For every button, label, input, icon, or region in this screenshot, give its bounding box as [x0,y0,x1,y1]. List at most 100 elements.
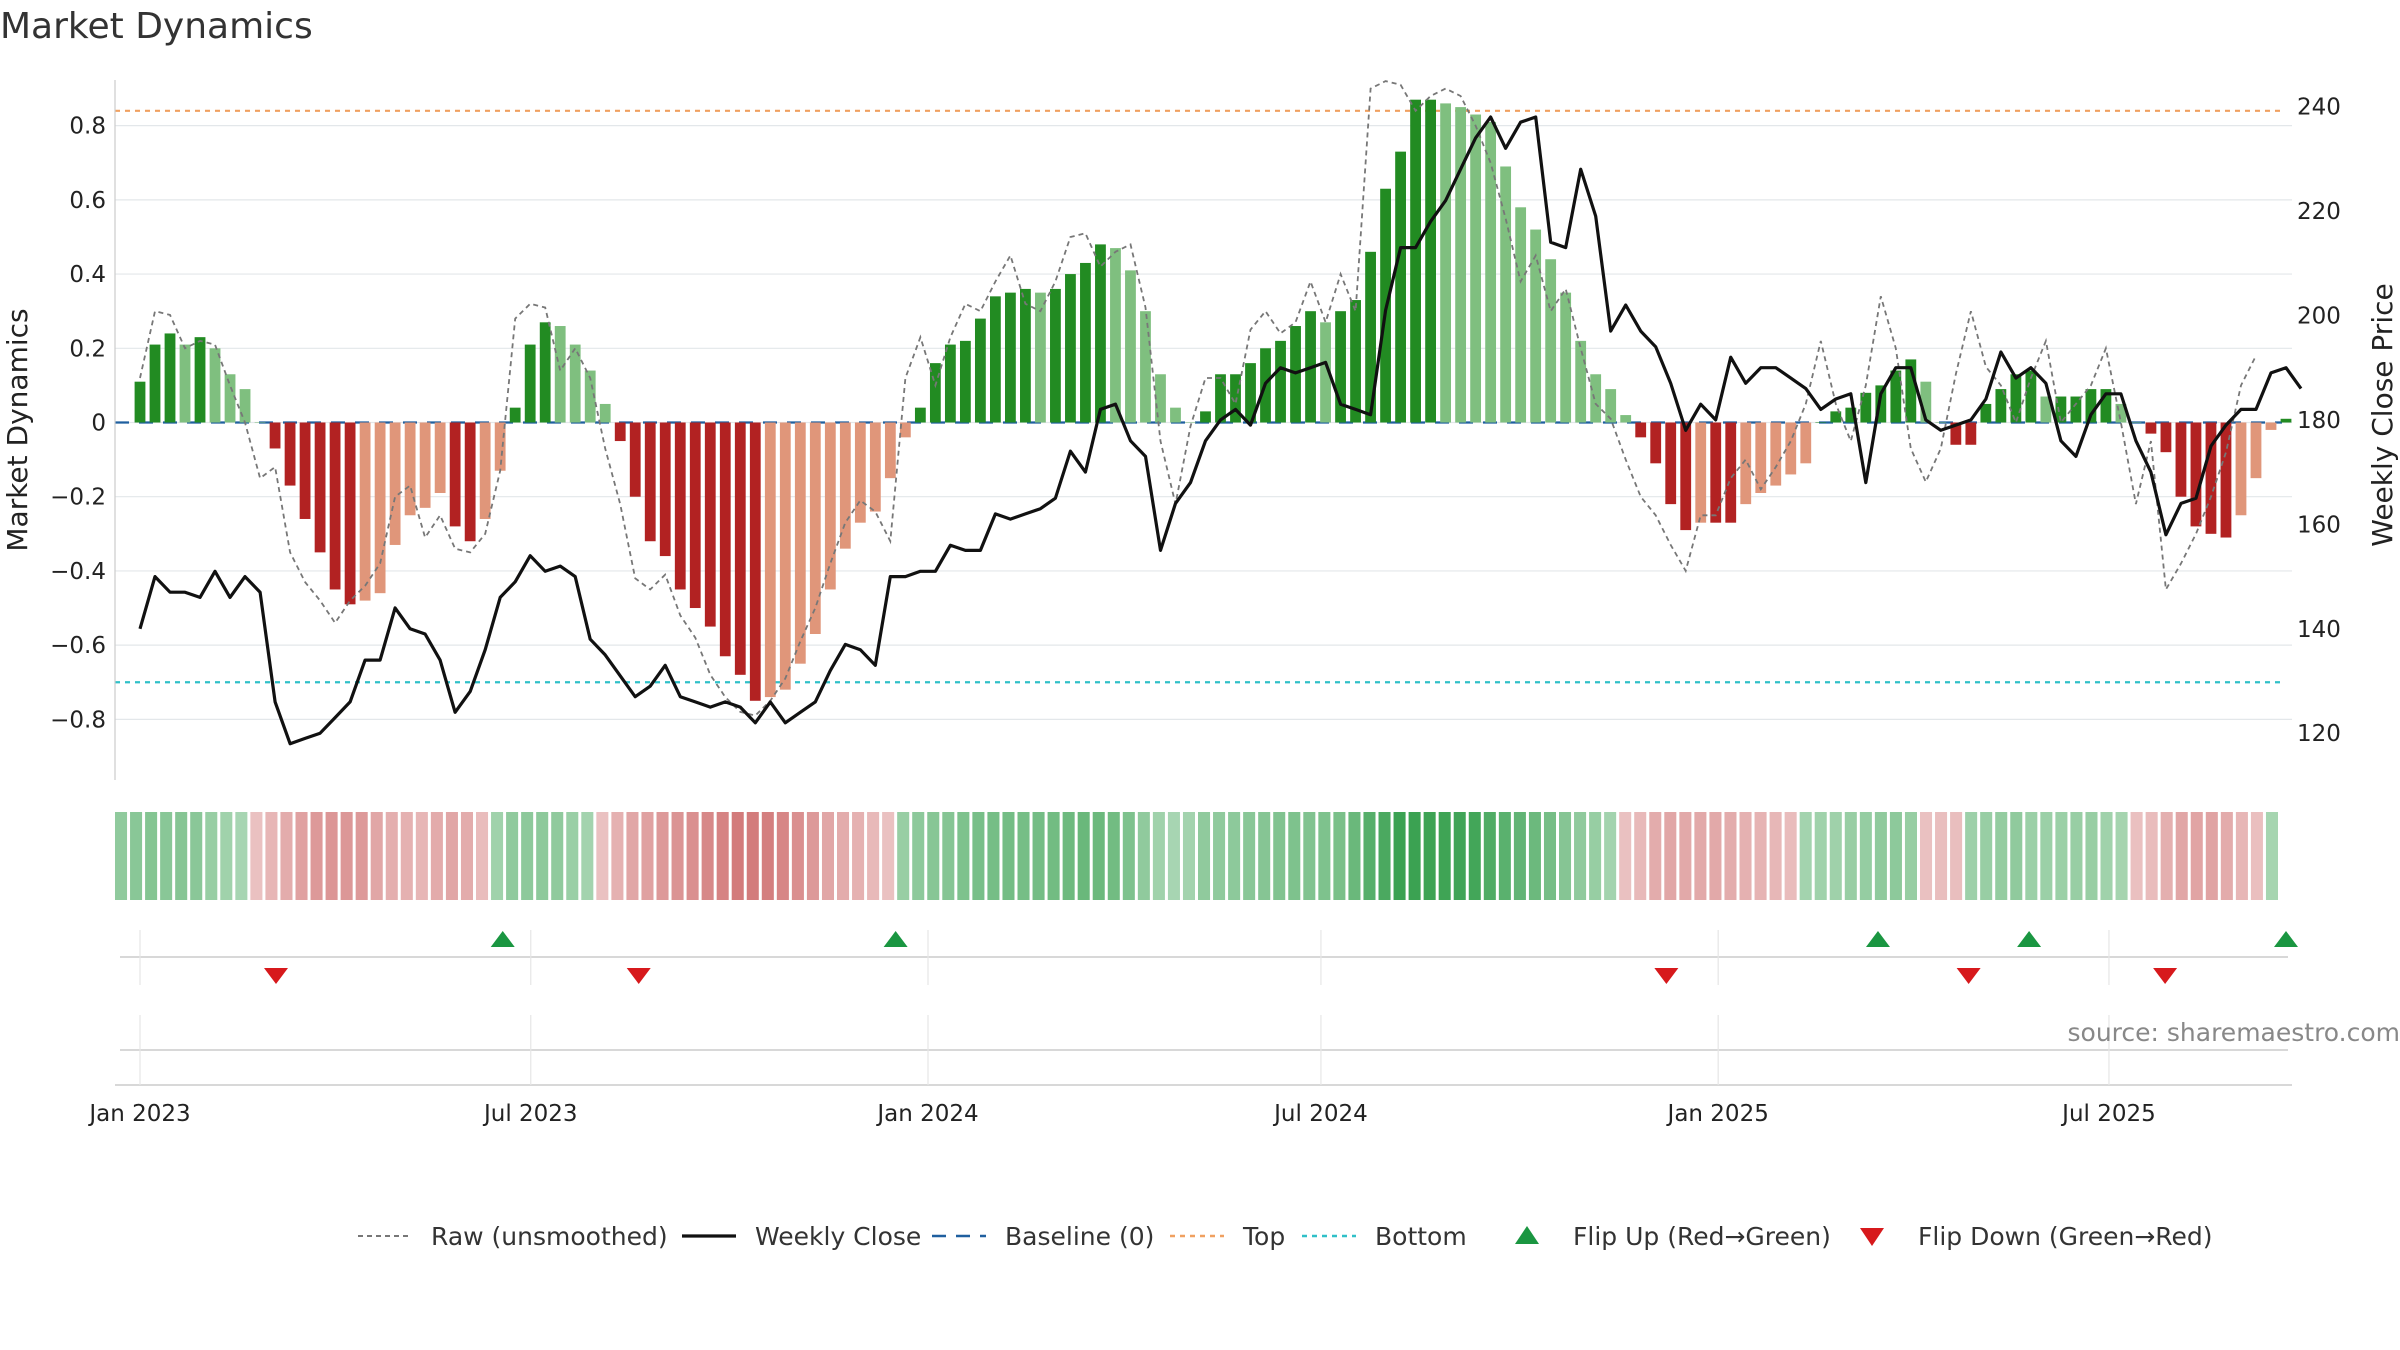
dynamics-bar [1185,422,1196,423]
legend-flip-down-icon [1860,1228,1884,1246]
regime-cell [1453,812,1466,900]
regime-cell [2145,812,2158,900]
dynamics-bar [2160,422,2172,453]
dynamics-bar [779,422,791,690]
regime-cell [1769,812,1782,900]
dynamics-bar [1620,415,1632,423]
regime-cell [581,812,594,900]
x-tick-label: Jul 2023 [482,1101,578,1127]
regime-cell [1935,812,1948,900]
reference-lines [115,109,2282,684]
regime-cell [1589,812,1602,900]
regime-cell [987,812,1000,900]
dynamics-bar [1230,374,1241,423]
regime-cell [325,812,338,900]
y-right-tick-label: 140 [2297,617,2341,643]
dynamics-bar [1530,229,1542,423]
regime-cell [1333,812,1346,900]
legend-item: Baseline (0) [932,1222,1154,1251]
dynamics-bar [419,422,431,508]
dynamics-bar [1950,422,1962,445]
regime-cell [2055,812,2068,900]
y-left-tick-label: −0.8 [50,707,106,733]
dynamics-bar [1650,422,1662,464]
regime-cell [1107,812,1120,900]
dynamics-bar [1125,270,1136,423]
regime-cell [2160,812,2173,900]
regime-cell [1799,812,1812,900]
regime-cell [145,812,158,900]
regime-cell [716,812,729,900]
regime-cell [1288,812,1301,900]
regime-cell [1724,812,1737,900]
regime-cell [536,812,549,900]
series-lines [138,80,2303,746]
dynamics-bar [149,344,161,423]
x-tick-label: Jan 2025 [1666,1101,1769,1127]
regime-cell [2025,812,2038,900]
regime-cell [1874,812,1887,900]
regime-cell [791,812,804,900]
regime-cell [596,812,609,900]
dynamics-bar [1755,422,1767,493]
regime-cell [2205,812,2218,900]
regime-cell [460,812,473,900]
dynamics-bar [494,422,506,471]
regime-cell [2040,812,2053,900]
y-right-axis-title: Weekly Close Price [2366,283,2399,546]
legend: Raw (unsmoothed) Weekly Close Baseline (0)… [358,1222,2213,1251]
x-tick-label: Jul 2025 [2060,1101,2156,1127]
dynamics-bar [1800,422,1812,464]
dynamics-bar [1110,248,1121,423]
regime-cell [1829,812,1842,900]
regime-cell [551,812,564,900]
regime-cell [1920,812,1933,900]
dynamics-bar [374,422,386,594]
dynamics-bar [1455,107,1467,423]
regime-cell [1694,812,1707,900]
dynamics-bar [1860,392,1872,423]
dynamics-bar [164,333,176,423]
dynamics-bar [599,403,611,423]
regime-cell [2190,812,2203,900]
dynamics-bar [1965,422,1977,445]
dynamics-bar [2040,396,2052,423]
regime-cell [2010,812,2023,900]
regime-cell [897,812,910,900]
regime-cell [115,812,128,900]
regime-cell [2070,812,2083,900]
y-left-tick-label: 0.4 [69,262,106,288]
dynamics-bar [614,422,626,442]
regime-cell [1559,812,1572,900]
regime-cell [220,812,233,900]
dynamics-bar [1335,311,1346,423]
regime-cell [656,812,669,900]
regime-cell [1273,812,1286,900]
legend-flip-up-icon [1515,1226,1539,1244]
dynamics-bar [1575,340,1587,423]
dynamics-bar [509,407,521,423]
flip-down-marker [2153,968,2178,984]
dynamics-bar [1875,385,1887,423]
regime-cell [385,812,398,900]
dynamics-bar [134,381,146,423]
dynamics-bar [1170,407,1181,423]
dynamics-bar [2070,396,2082,423]
dynamics-bar [314,422,326,553]
flip-up-marker [2017,931,2042,947]
legend-label: Bottom [1375,1222,1467,1251]
regime-cell [701,812,714,900]
regime-cell [205,812,218,900]
regime-cell [1393,812,1406,900]
flip-down-marker [626,968,651,984]
dynamics-bars [134,99,2292,701]
regime-cell [1950,812,1963,900]
regime-cell [566,812,579,900]
regime-cell [912,812,925,900]
regime-cell [882,812,895,900]
flip-down-marker [264,968,289,984]
legend-item: Flip Down (Green→Red) [1860,1222,2213,1251]
regime-cell [1634,812,1647,900]
legend-item: Weekly Close [682,1222,921,1251]
